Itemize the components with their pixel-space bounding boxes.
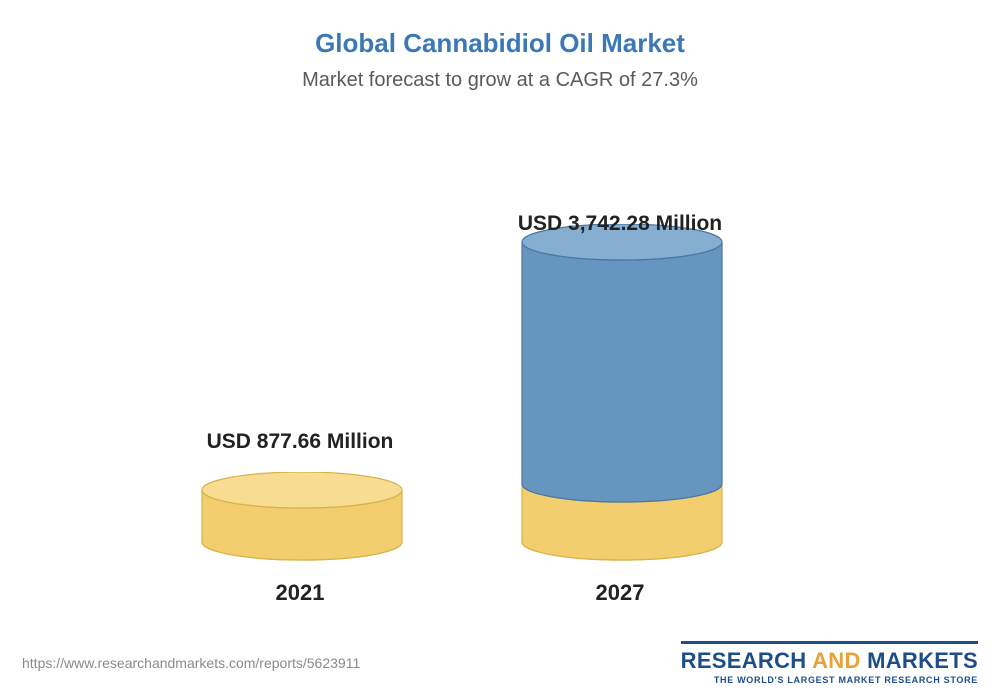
- cylinder-2021: [200, 472, 404, 564]
- source-url: https://www.researchandmarkets.com/repor…: [22, 655, 360, 671]
- brand-word-1: RESEARCH: [681, 648, 807, 673]
- value-label-2021: USD 877.66 Million: [207, 430, 394, 454]
- chart-subtitle: Market forecast to grow at a CAGR of 27.…: [0, 69, 1000, 92]
- year-label-2021: 2021: [276, 580, 325, 606]
- brand-tagline: THE WORLD'S LARGEST MARKET RESEARCH STOR…: [681, 675, 978, 685]
- brand-name: RESEARCH AND MARKETS: [681, 648, 978, 674]
- chart-title: Global Cannabidiol Oil Market: [0, 28, 1000, 59]
- brand-block: RESEARCH AND MARKETS THE WORLD'S LARGEST…: [681, 641, 978, 685]
- brand-word-2: AND: [812, 648, 861, 673]
- value-label-2027: USD 3,742.28 Million: [518, 212, 722, 236]
- chart-area: USD 877.66 Million2021USD 3,742.28 Milli…: [0, 122, 1000, 562]
- year-label-2027: 2027: [596, 580, 645, 606]
- cylinder-2027: [520, 224, 724, 564]
- footer: https://www.researchandmarkets.com/repor…: [0, 639, 1000, 695]
- brand-word-3: MARKETS: [867, 648, 978, 673]
